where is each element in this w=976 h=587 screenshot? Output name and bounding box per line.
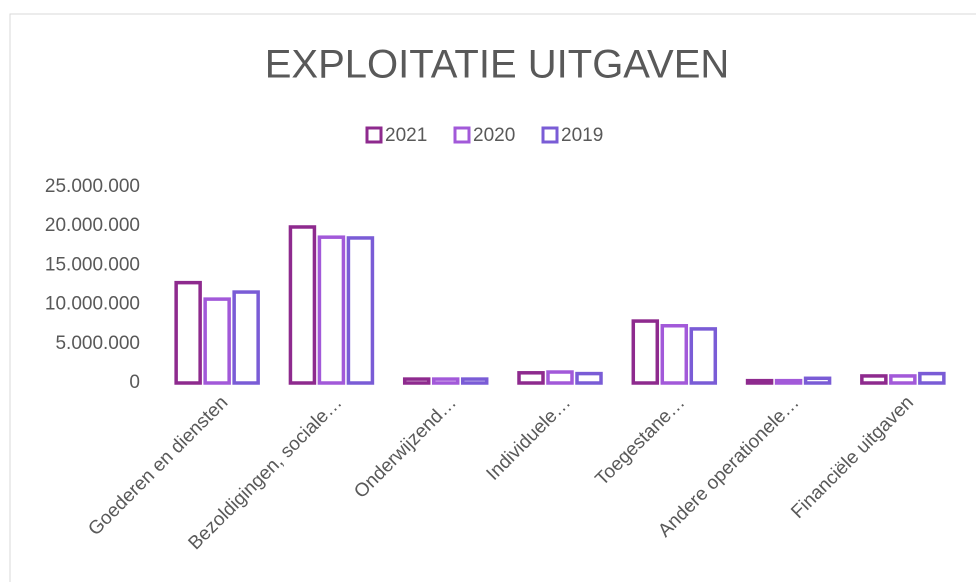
bar: [860, 374, 888, 385]
y-tick-label: 10.000.000: [45, 294, 140, 315]
chart-title: EXPLOITATIE UITGAVEN: [265, 43, 730, 87]
bar: [575, 371, 603, 385]
bar: [803, 376, 832, 385]
bar: [517, 371, 545, 385]
bar: [431, 377, 460, 385]
legend-label: 2019: [561, 125, 603, 146]
bar: [203, 297, 231, 385]
bar: [288, 225, 317, 385]
legend-label: 2021: [385, 125, 427, 146]
legend-label: 2020: [473, 125, 515, 146]
bar: [174, 280, 202, 385]
bar: [346, 236, 375, 385]
bar: [317, 235, 346, 385]
bar: [889, 374, 917, 385]
chart-border: [9, 13, 976, 587]
bar: [745, 378, 774, 385]
bar: [689, 327, 718, 385]
y-tick-label: 0: [129, 372, 140, 393]
y-tick-label: 25.000.000: [45, 176, 140, 197]
y-tick-label: 5.000.000: [55, 333, 140, 354]
bar: [546, 370, 574, 385]
bar: [232, 290, 260, 385]
bar: [660, 324, 689, 385]
bar: [918, 371, 946, 385]
legend-swatch: [453, 126, 471, 144]
bar: [460, 377, 489, 385]
bar: [774, 378, 803, 385]
bar: [402, 377, 431, 385]
y-tick-label: 15.000.000: [45, 254, 140, 275]
legend-swatch: [541, 126, 559, 144]
legend-swatch: [365, 126, 383, 144]
y-tick-label: 20.000.000: [45, 215, 140, 236]
bar: [631, 319, 660, 385]
